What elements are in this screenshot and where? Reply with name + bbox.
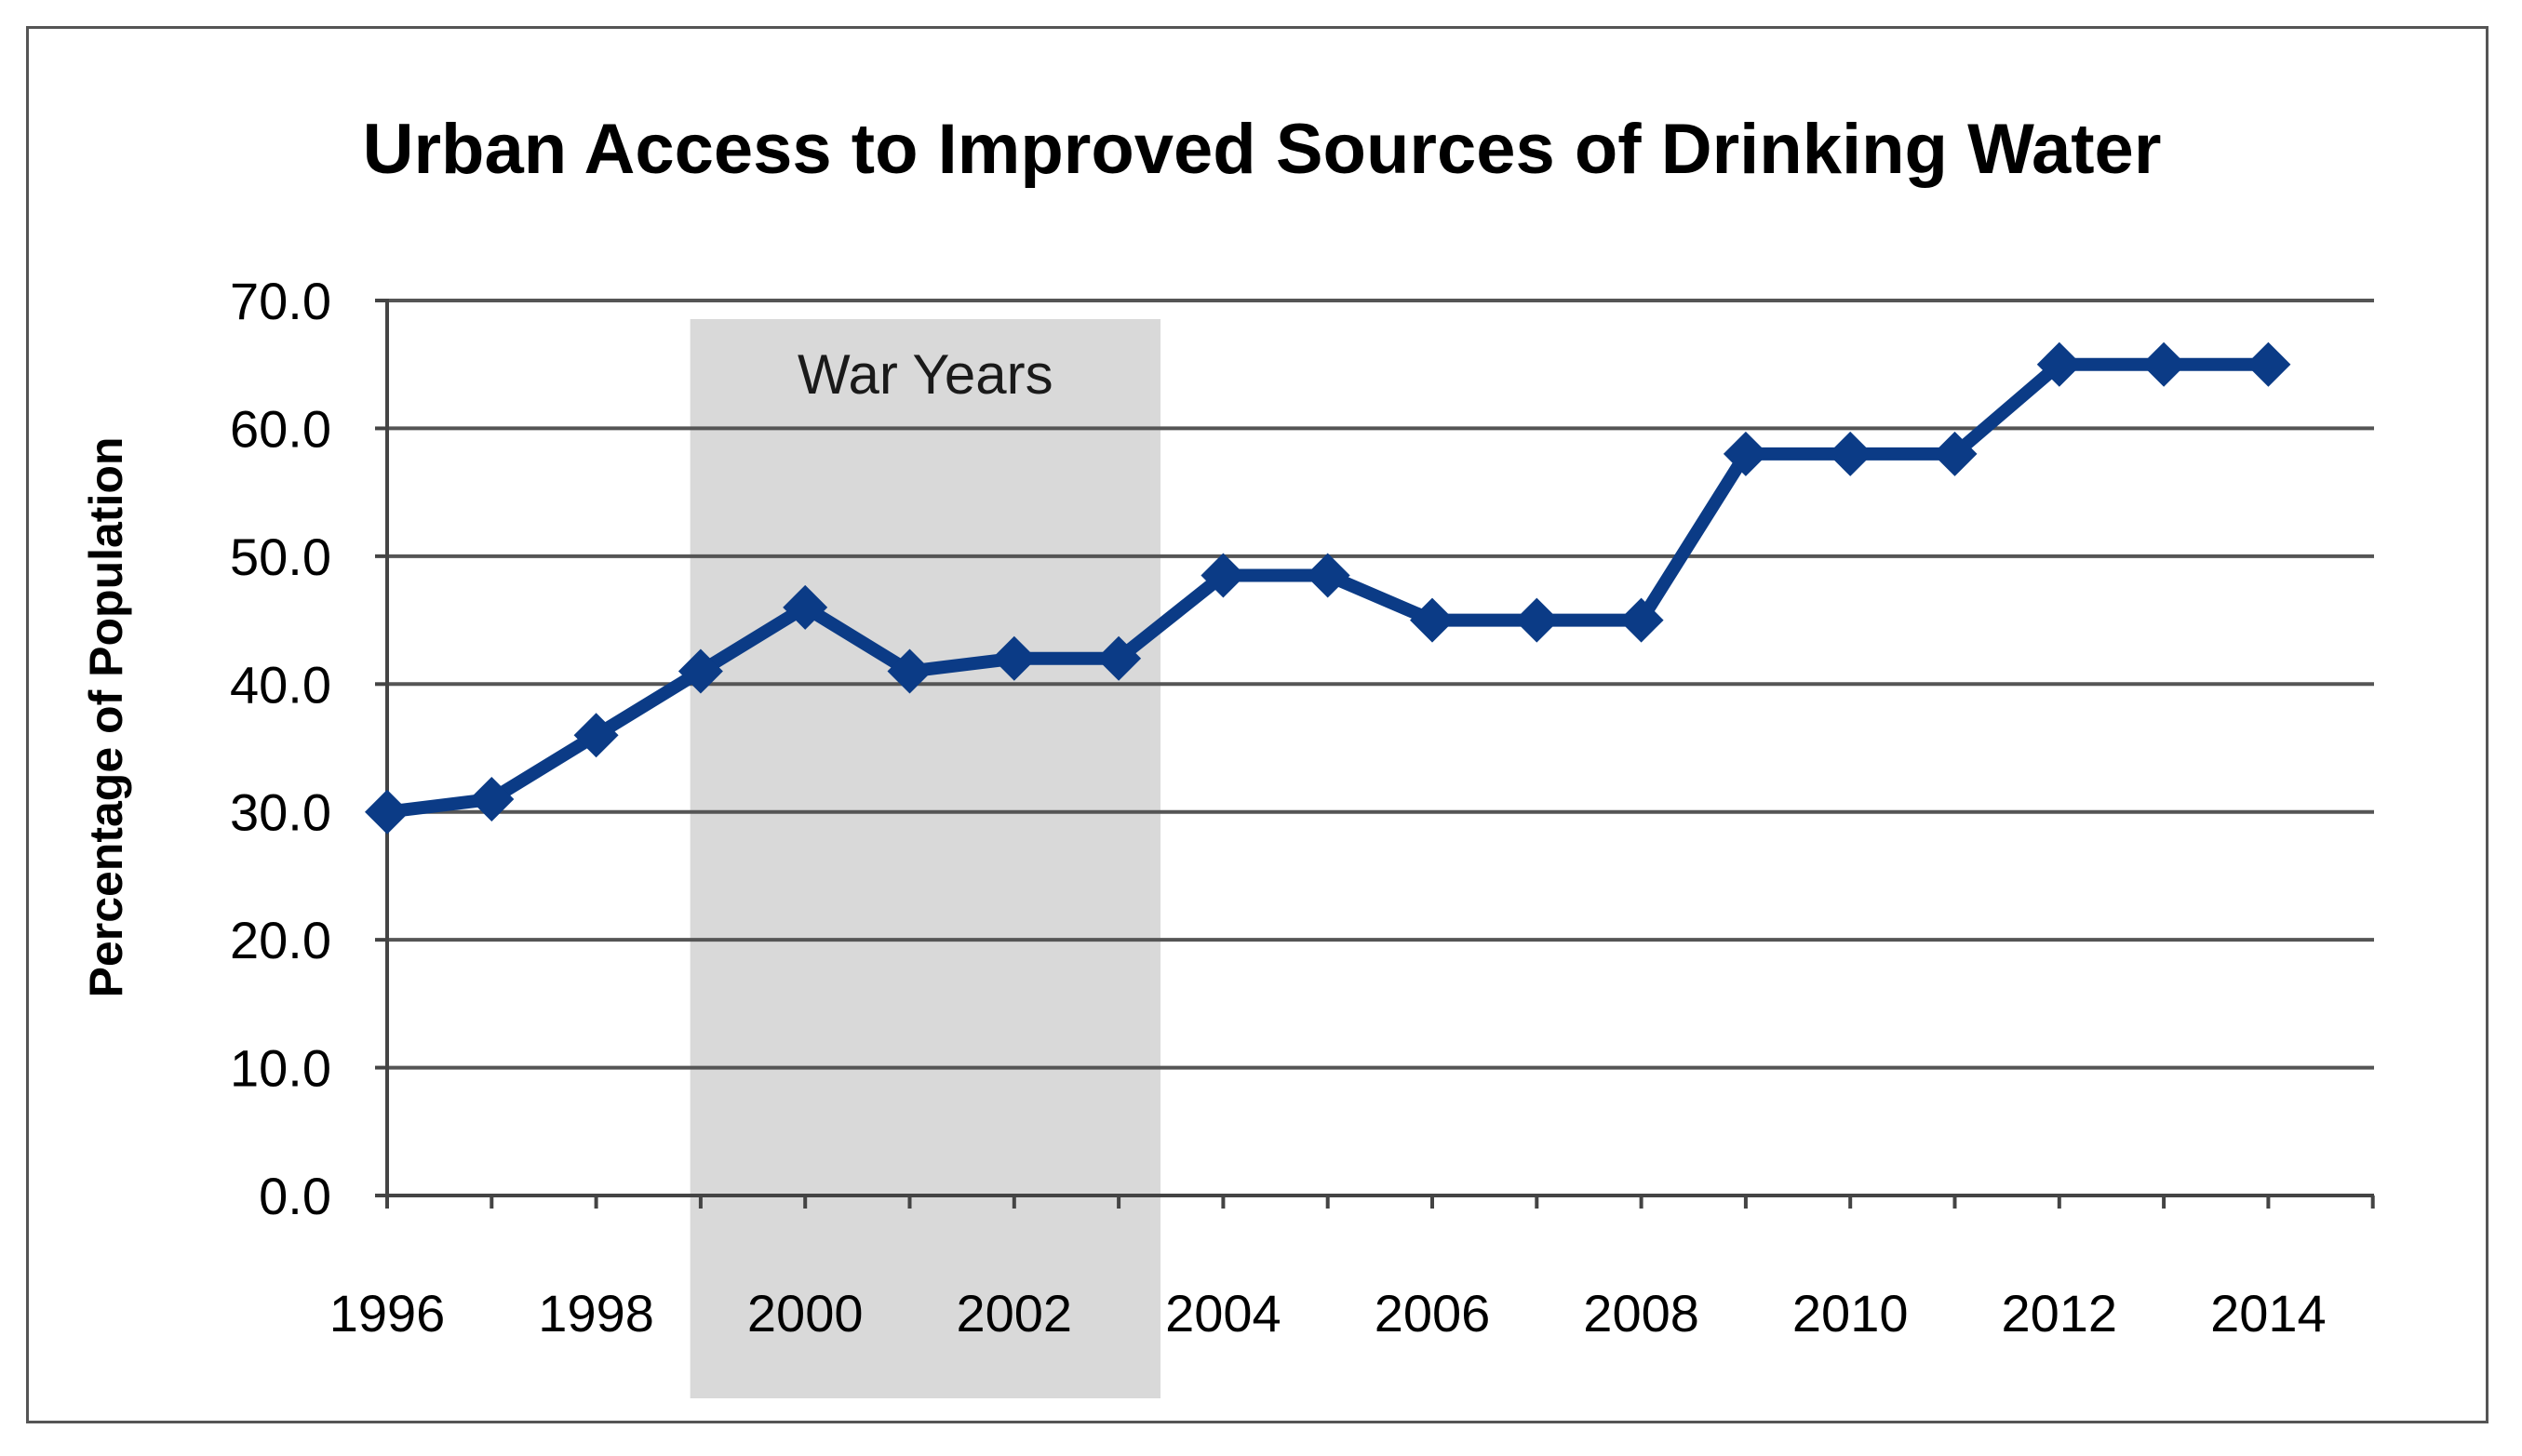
x-tick-label: 2000 xyxy=(747,1284,864,1342)
y-tick-label: 70.0 xyxy=(230,272,331,330)
x-tick-label: 2006 xyxy=(1375,1284,1491,1342)
x-tick-label: 2010 xyxy=(1792,1284,1909,1342)
data-point-2007 xyxy=(1514,597,1560,643)
y-tick-label: 40.0 xyxy=(230,655,331,714)
y-axis-label: Percentage of Population xyxy=(80,437,132,998)
data-point-1998 xyxy=(573,713,619,758)
data-point-2013 xyxy=(2141,341,2187,387)
data-point-2005 xyxy=(1305,553,1350,598)
data-point-1996 xyxy=(365,789,409,835)
data-point-2008 xyxy=(1618,597,1664,643)
y-tick-label: 60.0 xyxy=(230,399,331,458)
data-point-2006 xyxy=(1410,597,1455,643)
data-point-2003 xyxy=(1096,635,1142,681)
data-point-2011 xyxy=(1932,431,1978,476)
chart-title: Urban Access to Improved Sources of Drin… xyxy=(363,110,2162,189)
y-tick-label: 20.0 xyxy=(230,911,331,969)
data-markers xyxy=(365,341,2291,835)
y-tick-labels: 0.0 10.0 20.0 30.0 40.0 50.0 60.0 70.0 xyxy=(230,272,331,1225)
y-tick-label: 30.0 xyxy=(230,783,331,842)
war-years-band xyxy=(690,319,1161,1398)
x-tick-label: 2002 xyxy=(957,1284,1073,1342)
x-tick-label: 1998 xyxy=(538,1284,654,1342)
line-chart: War Years 0.0 10.0 20.0 30.0 40.0 50.0 60.0 70.… xyxy=(80,110,2375,1398)
data-point-2012 xyxy=(2036,341,2082,387)
data-point-2004 xyxy=(1201,553,1246,598)
chart-frame: War Years 0.0 10.0 20.0 30.0 40.0 50.0 60.0 70.… xyxy=(26,26,2488,1423)
x-tick-label: 2012 xyxy=(2002,1284,2118,1342)
gridlines xyxy=(387,299,2374,1070)
y-tick-label: 50.0 xyxy=(230,528,331,586)
x-tick-label: 2004 xyxy=(1165,1284,1281,1342)
data-point-2010 xyxy=(1828,431,1873,476)
data-point-2014 xyxy=(2246,341,2291,387)
data-point-2001 xyxy=(887,648,932,694)
x-tick-label: 1996 xyxy=(329,1284,446,1342)
axes xyxy=(375,299,2375,1209)
data-point-1997 xyxy=(469,776,515,822)
data-point-2009 xyxy=(1723,431,1768,476)
war-years-label: War Years xyxy=(798,343,1053,406)
data-point-1999 xyxy=(677,648,723,694)
x-tick-labels: 1996 1998 2000 2002 2004 2006 2008 2010 2012 2014 xyxy=(329,1284,2327,1342)
x-tick-label: 2014 xyxy=(2210,1284,2327,1342)
y-tick-label: 0.0 xyxy=(259,1167,331,1225)
data-point-2002 xyxy=(991,635,1037,681)
x-tick-label: 2008 xyxy=(1583,1284,1699,1342)
data-point-2000 xyxy=(783,584,828,630)
y-tick-label: 10.0 xyxy=(230,1039,331,1098)
